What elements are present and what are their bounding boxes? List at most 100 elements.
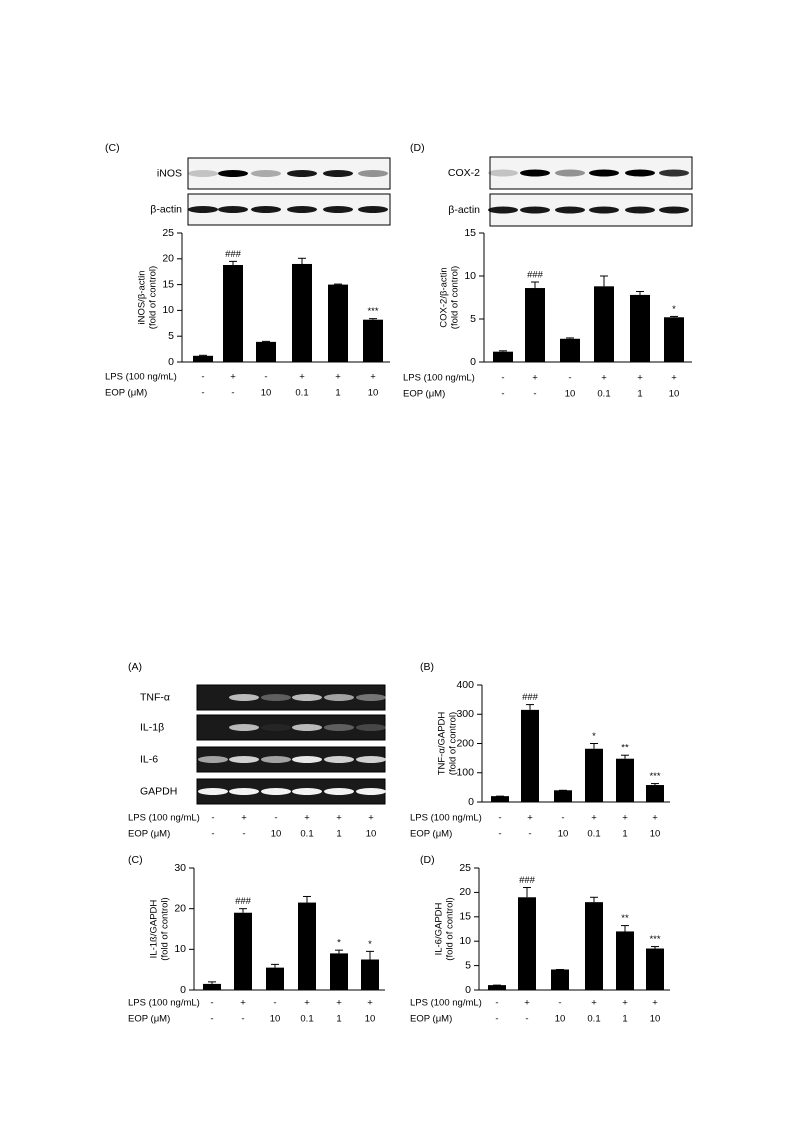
y-axis-label: (fold of control) <box>448 712 459 775</box>
blot-band <box>659 169 689 177</box>
blot-band <box>625 169 655 177</box>
bar <box>560 338 580 362</box>
blot-band <box>358 170 388 177</box>
treatment-level: - <box>498 829 501 840</box>
treatment-name: EOP (μM) <box>128 829 170 840</box>
treatment-level: - <box>211 813 214 824</box>
blot-band <box>261 694 291 701</box>
treatment-level: - <box>558 998 561 1009</box>
blot-band <box>261 788 291 795</box>
y-tick-label: 5 <box>465 959 471 971</box>
error-bar <box>651 946 659 949</box>
treatment-level: + <box>637 373 643 384</box>
blot-band <box>218 206 248 213</box>
y-tick-label: 15 <box>162 278 174 290</box>
y-tick-label: 5 <box>168 330 174 342</box>
blot-label: IL-6 <box>140 753 158 765</box>
bar <box>594 286 614 362</box>
treatment-level: + <box>367 998 373 1009</box>
blot-label: GAPDH <box>140 785 177 797</box>
treatment-name: EOP (μM) <box>105 388 147 399</box>
bar <box>361 959 379 990</box>
treatment-level: + <box>652 813 658 824</box>
error-bar <box>590 896 598 903</box>
treatment-level: 10 <box>365 1014 376 1025</box>
treatment-level: + <box>601 373 607 384</box>
bar <box>616 931 634 990</box>
treatment-level: 0.1 <box>300 1014 313 1025</box>
significance-label: * <box>337 938 341 949</box>
blot-band <box>188 170 218 177</box>
bar <box>193 355 213 362</box>
significance-label: * <box>592 731 596 742</box>
error-bar <box>369 318 377 320</box>
treatment-level: - <box>568 373 571 384</box>
bar <box>298 902 316 990</box>
y-tick-label: 0 <box>470 356 476 368</box>
treatment-level: - <box>561 813 564 824</box>
blot-band <box>229 694 259 701</box>
treatment-level: + <box>671 373 677 384</box>
y-tick-label: 400 <box>456 679 474 691</box>
y-axis-label: IL-1ß/GAPDH <box>149 900 160 959</box>
y-tick-label: 20 <box>459 886 471 898</box>
treatment-level: - <box>501 389 504 400</box>
treatment-level: - <box>525 1014 528 1025</box>
treatment-name: EOP (μM) <box>410 829 452 840</box>
blot-box <box>196 714 386 741</box>
treatment-level: + <box>241 813 247 824</box>
y-axis-label: COX-2/β-actin <box>439 267 450 327</box>
blot-band <box>324 756 354 763</box>
error-bar <box>335 949 343 954</box>
treatment-level: 10 <box>270 1014 281 1025</box>
panel-label: (C) <box>105 142 120 154</box>
y-tick-label: 300 <box>456 708 474 720</box>
bar <box>363 319 383 362</box>
blot-band <box>261 756 291 763</box>
error-bar <box>600 275 608 287</box>
blot-label: COX-2 <box>448 167 480 179</box>
blot-band <box>229 724 259 731</box>
bar <box>203 983 221 990</box>
error-bar <box>526 704 534 710</box>
treatment-level: + <box>304 998 310 1009</box>
panel-label: (B) <box>420 661 434 673</box>
y-tick-label: 100 <box>456 767 474 779</box>
significance-label: ### <box>519 875 536 886</box>
y-tick-label: 20 <box>174 902 186 914</box>
bar <box>664 317 684 362</box>
blot-band <box>555 169 585 177</box>
blot-band <box>488 206 518 214</box>
treatment-level: + <box>304 813 310 824</box>
treatment-level: 10 <box>650 1014 661 1025</box>
treatment-level: 0.1 <box>587 1014 600 1025</box>
error-bar <box>229 260 237 265</box>
blot-band <box>261 724 291 731</box>
treatment-level: 10 <box>669 389 680 400</box>
treatment-level: 1 <box>622 829 627 840</box>
significance-label: * <box>368 939 372 950</box>
y-tick-label: 10 <box>162 304 174 316</box>
treatment-level: + <box>240 998 246 1009</box>
treatment-level: + <box>527 813 533 824</box>
error-bar <box>566 337 574 339</box>
panel-label: (D) <box>420 854 435 866</box>
treatment-level: - <box>528 829 531 840</box>
blot-band <box>324 788 354 795</box>
treatment-level: 10 <box>650 829 661 840</box>
error-bar <box>271 963 279 968</box>
treatment-level: 10 <box>261 388 272 399</box>
treatment-level: - <box>495 1014 498 1025</box>
treatment-level: - <box>231 388 234 399</box>
blot-band <box>358 206 388 213</box>
treatment-level: - <box>533 389 536 400</box>
treatment-level: - <box>498 813 501 824</box>
bar <box>521 709 539 802</box>
treatment-level: 1 <box>336 829 341 840</box>
significance-label: ### <box>235 896 252 907</box>
treatment-level: + <box>230 372 236 383</box>
bar <box>646 948 664 990</box>
error-bar <box>303 895 311 903</box>
treatment-level: 1 <box>637 389 642 400</box>
